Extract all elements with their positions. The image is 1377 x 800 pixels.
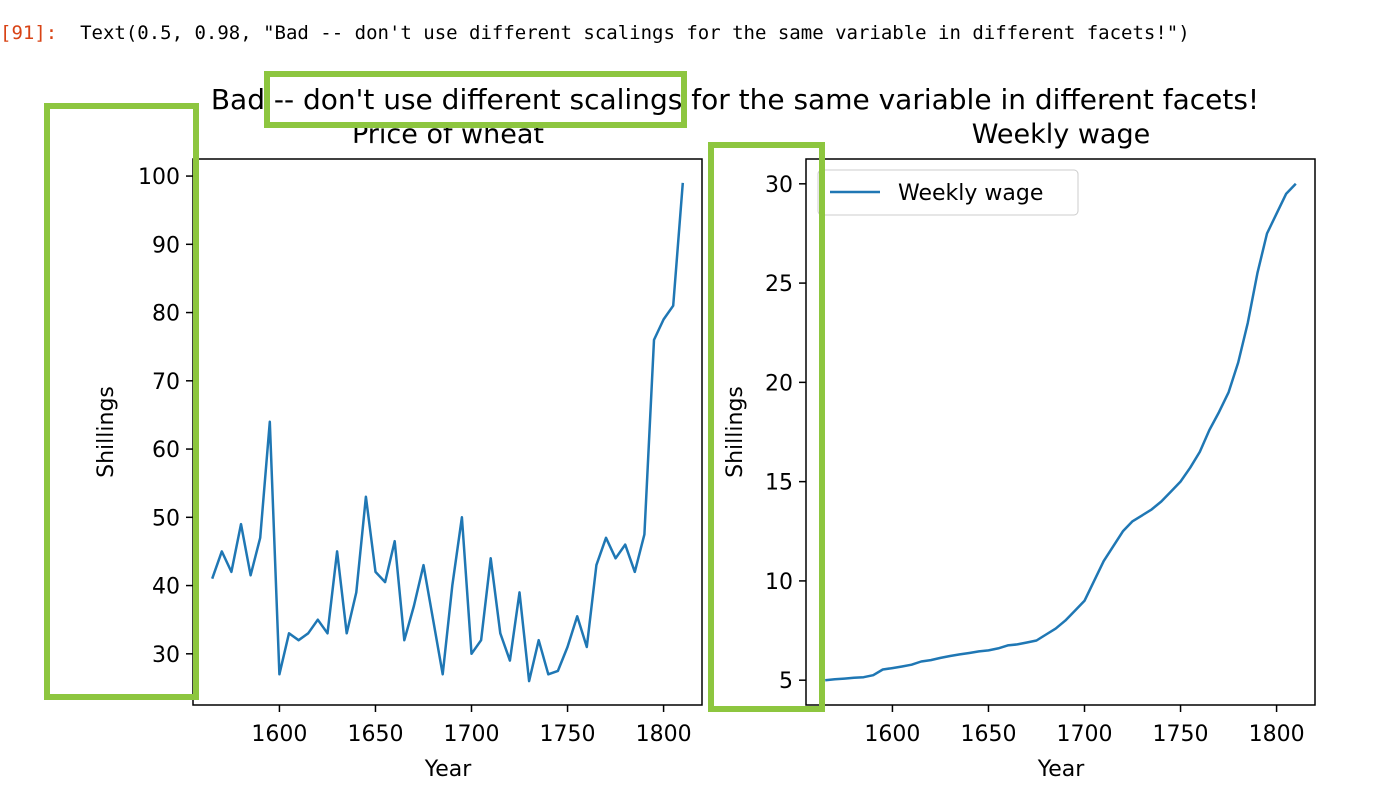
wage-chart: Weekly wage 1600 1650 1700 1750 1800 5 10 15 20 2… bbox=[723, 119, 1316, 782]
highlight-box-suptitle bbox=[264, 71, 687, 128]
y-tick-label: 90 bbox=[152, 233, 180, 258]
y-tick-label: 5 bbox=[779, 669, 793, 694]
wage-legend: Weekly wage bbox=[817, 169, 1079, 216]
legend-box bbox=[817, 169, 1079, 216]
wheat-price-line bbox=[211, 182, 685, 683]
y-tick-label: 30 bbox=[765, 173, 793, 198]
wheat-y-axis-label: Shillings bbox=[94, 386, 119, 478]
cell-output-line: [91]: Text(0.5, 0.98, "Bad -- don't use … bbox=[0, 22, 1190, 44]
highlight-box-wage-yaxis bbox=[708, 142, 825, 712]
y-tick-label: 25 bbox=[765, 272, 793, 297]
y-tick-label: 100 bbox=[138, 165, 180, 190]
x-tick-label: 1700 bbox=[1057, 722, 1113, 747]
wheat-chart: Price of wheat 1600 1650 1700 1750 180030405… bbox=[94, 119, 703, 782]
figure-suptitle: Bad -- don't use different scalings for … bbox=[211, 83, 1259, 116]
x-tick-label: 1800 bbox=[636, 722, 692, 747]
wheat-axis-ticks: 1600 1650 1700 1750 1800 30 40 50 60 70 80 90 100 bbox=[138, 165, 692, 747]
y-tick-label: 40 bbox=[152, 575, 180, 600]
weekly-wage-line bbox=[825, 182, 1297, 682]
x-tick-label: 1750 bbox=[540, 722, 596, 747]
x-tick-label: 1750 bbox=[1153, 722, 1209, 747]
output-text: Text(0.5, 0.98, "Bad -- don't use differ… bbox=[80, 22, 1190, 44]
x-tick-label: 1600 bbox=[864, 722, 920, 747]
x-tick-label: 1700 bbox=[444, 722, 500, 747]
highlight-annotations bbox=[44, 71, 825, 712]
y-tick-label: 10 bbox=[765, 570, 793, 595]
wage-plot-area bbox=[805, 158, 1316, 706]
highlight-box-wheat-yaxis bbox=[44, 103, 199, 700]
output-prompt: [91]: bbox=[0, 22, 58, 44]
wage-chart-title: Weekly wage bbox=[972, 119, 1150, 150]
wheat-x-axis-label: Year bbox=[424, 757, 473, 782]
y-tick-label: 60 bbox=[152, 438, 180, 463]
legend-label: Weekly wage bbox=[898, 181, 1043, 206]
y-tick-label: 70 bbox=[152, 370, 180, 395]
x-tick-label: 1650 bbox=[347, 722, 403, 747]
y-tick-label: 20 bbox=[765, 371, 793, 396]
x-tick-label: 1600 bbox=[251, 722, 307, 747]
wage-y-axis-label: Shillings bbox=[723, 386, 748, 478]
wage-axis-ticks: 1600 1650 1700 1750 1800 5 10 15 20 25 30 bbox=[765, 173, 1305, 747]
y-tick-label: 50 bbox=[152, 506, 180, 531]
x-tick-label: 1650 bbox=[960, 722, 1016, 747]
wage-x-axis-label: Year bbox=[1037, 757, 1086, 782]
y-tick-label: 15 bbox=[765, 471, 793, 496]
y-tick-label: 30 bbox=[152, 643, 180, 668]
y-tick-label: 80 bbox=[152, 302, 180, 327]
x-tick-label: 1800 bbox=[1249, 722, 1305, 747]
